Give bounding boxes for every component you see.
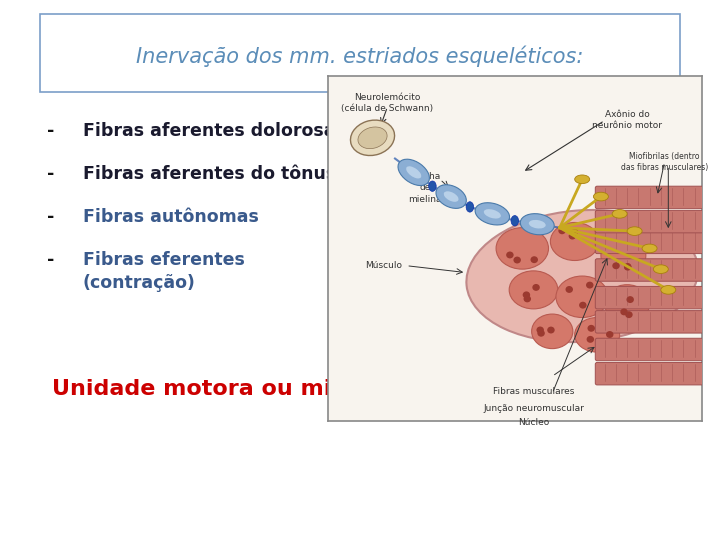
- Ellipse shape: [653, 265, 668, 273]
- Text: -: -: [47, 165, 54, 183]
- Ellipse shape: [436, 185, 467, 208]
- Ellipse shape: [351, 120, 395, 156]
- Circle shape: [630, 263, 638, 270]
- Circle shape: [520, 247, 527, 254]
- Text: Inervação dos mm. estriados esqueléticos:: Inervação dos mm. estriados esqueléticos…: [136, 46, 584, 68]
- Text: Neurolemócito
(célula de Schwann): Neurolemócito (célula de Schwann): [341, 93, 433, 113]
- Ellipse shape: [550, 222, 599, 260]
- FancyBboxPatch shape: [595, 186, 704, 208]
- Ellipse shape: [398, 159, 429, 186]
- Circle shape: [590, 334, 598, 341]
- Ellipse shape: [496, 228, 549, 269]
- Text: -: -: [47, 122, 54, 139]
- Circle shape: [633, 241, 641, 248]
- FancyBboxPatch shape: [595, 231, 704, 254]
- Circle shape: [622, 244, 629, 251]
- FancyBboxPatch shape: [595, 211, 704, 233]
- Circle shape: [628, 307, 635, 314]
- FancyBboxPatch shape: [595, 362, 704, 385]
- Circle shape: [588, 337, 595, 344]
- Circle shape: [585, 327, 592, 334]
- Circle shape: [554, 321, 562, 328]
- Ellipse shape: [593, 192, 608, 201]
- Text: Músculo: Músculo: [366, 261, 402, 270]
- Text: -: -: [47, 251, 54, 269]
- Ellipse shape: [444, 191, 459, 202]
- Text: Bainha
de
mielina: Bainha de mielina: [408, 172, 441, 204]
- Ellipse shape: [466, 202, 474, 212]
- Circle shape: [635, 294, 642, 301]
- Text: Axônio do
neurônio motor: Axônio do neurônio motor: [592, 110, 662, 130]
- Ellipse shape: [467, 210, 698, 342]
- Ellipse shape: [358, 127, 387, 148]
- Circle shape: [563, 233, 571, 240]
- Ellipse shape: [575, 318, 620, 352]
- Ellipse shape: [642, 244, 657, 253]
- FancyBboxPatch shape: [595, 259, 704, 281]
- Ellipse shape: [484, 209, 501, 219]
- Text: Junção neuromuscular: Junção neuromuscular: [483, 404, 584, 413]
- Circle shape: [527, 251, 535, 258]
- Circle shape: [560, 320, 567, 327]
- Ellipse shape: [511, 215, 518, 226]
- Ellipse shape: [406, 166, 421, 179]
- Ellipse shape: [521, 214, 554, 235]
- Circle shape: [590, 302, 598, 309]
- Ellipse shape: [556, 276, 608, 318]
- Circle shape: [550, 329, 557, 336]
- FancyBboxPatch shape: [595, 338, 704, 361]
- Ellipse shape: [601, 234, 646, 276]
- Circle shape: [592, 303, 599, 310]
- FancyBboxPatch shape: [595, 286, 704, 309]
- Text: Miofibrilas (dentro
das fibras musculares): Miofibrilas (dentro das fibras musculare…: [621, 152, 708, 172]
- Ellipse shape: [605, 285, 649, 323]
- Circle shape: [531, 239, 539, 246]
- Ellipse shape: [612, 210, 627, 218]
- Ellipse shape: [627, 227, 642, 235]
- Text: -: -: [47, 208, 54, 226]
- Text: Fibras autônomas: Fibras autônomas: [83, 208, 258, 226]
- Circle shape: [584, 237, 592, 243]
- FancyBboxPatch shape: [595, 310, 704, 333]
- Ellipse shape: [475, 202, 510, 225]
- Ellipse shape: [509, 271, 558, 309]
- Bar: [40, 14, 680, 92]
- Circle shape: [523, 284, 531, 291]
- Circle shape: [543, 289, 551, 295]
- Text: Núcleo: Núcleo: [518, 418, 549, 427]
- Text: Fibras aferentes dolorosas: Fibras aferentes dolorosas: [83, 122, 346, 139]
- Ellipse shape: [428, 181, 436, 191]
- Circle shape: [562, 237, 569, 244]
- Text: Fibras eferentes
(contração): Fibras eferentes (contração): [83, 251, 245, 292]
- Ellipse shape: [531, 314, 573, 349]
- Ellipse shape: [575, 175, 590, 184]
- Circle shape: [591, 294, 598, 301]
- Text: Fibras aferentes do tônus: Fibras aferentes do tônus: [83, 165, 336, 183]
- Text: Fibras musculares: Fibras musculares: [492, 387, 575, 396]
- Ellipse shape: [661, 286, 676, 294]
- Circle shape: [516, 282, 523, 289]
- Ellipse shape: [528, 220, 546, 228]
- Circle shape: [621, 309, 628, 316]
- Text: Unidade motora ou miônio: Unidade motora ou miônio: [52, 379, 385, 399]
